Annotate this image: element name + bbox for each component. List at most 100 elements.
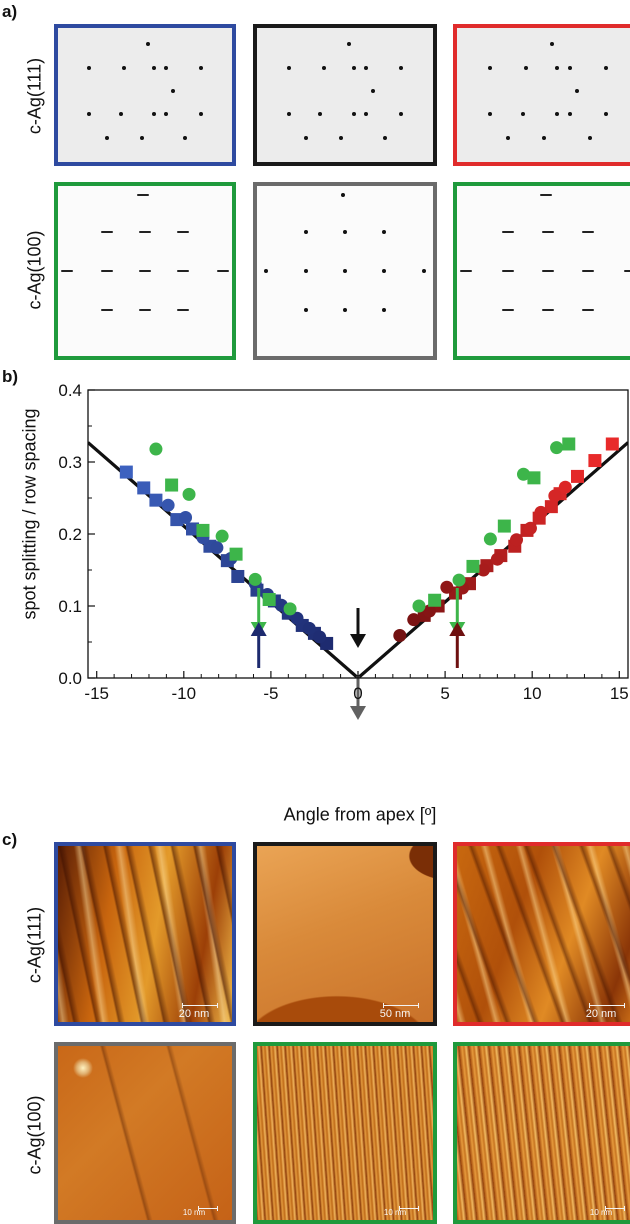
scale-bar [605,1206,625,1211]
stm-image-111-blue: 20 nm [54,842,236,1026]
diffraction-spot [139,135,144,140]
stm-image-100-gray: 10 nm [54,1042,236,1224]
data-point-circle-blue [210,541,224,555]
diffraction-spot [542,230,554,233]
panel-b-letter: b) [2,367,19,386]
diffraction-spot [104,135,109,140]
data-point-circle-green [248,572,262,586]
data-point-circle-red [490,552,504,566]
arrow-head-navy [250,622,267,636]
data-point-circle-blue [302,621,316,635]
data-point-circle-red [407,613,421,627]
data-point-circle-red [558,480,572,494]
diffraction-spot [549,42,554,47]
panel-c-row-label-111: c-Ag(111) [24,906,45,984]
diffraction-spot [582,309,595,312]
chart-svg: -15 -10 -5 0 5 10 15 0.0 0.1 0.2 0.3 0.4 [58,381,629,720]
stm-image-100-green-left: 10 nm [253,1042,437,1224]
diffraction-spot [87,111,92,116]
diffraction-spot [542,135,547,140]
data-point-square-blue [186,522,200,536]
data-point-circle-blue [313,630,327,644]
data-point-circle-blue [161,498,175,512]
diffraction-spot [304,135,309,140]
data-point-square-green [428,593,442,607]
diffraction-spot [520,111,525,116]
data-point-circle-green [149,442,163,456]
diffraction-spot [623,270,630,272]
diffraction-spot [555,111,560,116]
arrow-head-dark_red [449,622,466,636]
leed-pattern-100-gray [253,182,437,360]
arrow-head-gray [350,706,366,720]
diffraction-spot [139,270,151,272]
data-point-circle-red [393,629,407,643]
scale-label: 10 nm [383,1208,407,1217]
leed-pattern-111-blue [54,24,236,166]
diffraction-spot [364,111,369,116]
diffraction-spot [567,111,572,116]
diffraction-spot [151,66,156,71]
spot-splitting-chart: -15 -10 -5 0 5 10 15 0.0 0.1 0.2 0.3 0.4 [0,368,630,828]
diffraction-spot [505,135,510,140]
diffraction-spot [567,66,572,71]
diffraction-spot [381,269,386,273]
diffraction-spot [183,135,188,140]
scale-label: 20 nm [178,1008,210,1020]
diffraction-spot [604,111,609,116]
diffraction-spot [118,111,123,116]
x-tick-label: 15 [610,684,629,703]
data-point-square-green [262,593,276,607]
stm-image-surface [257,1046,433,1220]
data-point-circle-green [182,487,196,501]
diffraction-spot [177,270,190,272]
panel-a-row-label-100: c-Ag(100) [24,230,45,310]
x-tick-label: -5 [263,684,278,703]
scale-label: 10 nm [182,1208,206,1217]
stm-image-111-black: 50 nm [253,842,437,1026]
stm-image-surface [257,846,433,1022]
data-point-square-green [229,547,243,561]
diffraction-spot [582,230,595,233]
diffraction-spot [399,111,404,116]
y-tick-label: 0.2 [58,525,82,544]
diffraction-spot [286,66,291,71]
data-point-circle-green [452,573,466,587]
diffraction-spot [582,270,595,272]
diffraction-spot [343,269,347,273]
arrow-head-black [350,634,366,648]
diffraction-spot [304,229,309,234]
leed-pattern-100-green-left [54,182,236,360]
diffraction-spot [163,66,168,71]
chart-x-axis-label: Angle from apex [º] [283,804,437,825]
scale-bar [198,1206,218,1211]
diffraction-spot [139,309,151,312]
diffraction-spot [139,230,151,233]
scale-bar [589,1003,625,1008]
diffraction-spot [177,230,190,233]
chart-y-axis-label: spot splitting / row spacing [19,408,40,620]
scale-label: 20 nm [585,1008,617,1020]
x-tick-label: -10 [172,684,197,703]
scale-bar [383,1003,419,1008]
diffraction-spot [198,66,203,71]
scale-label: 50 nm [379,1008,411,1020]
data-point-circle-green [483,532,497,546]
data-point-circle-red [548,489,562,503]
stm-image-surface [58,846,232,1022]
data-point-circle-red [440,580,454,594]
data-point-circle-green [215,529,229,543]
stm-image-surface [457,1046,630,1220]
x-tick-label: 0 [353,684,362,703]
diffraction-spot [146,42,151,47]
diffraction-spot [151,111,156,116]
diffraction-spot [286,111,291,116]
data-point-square-blue [231,569,245,583]
leed-pattern-100-green-right [453,182,630,360]
data-point-circle-red [523,521,537,535]
data-point-square-blue [149,493,163,507]
data-point-square-red [605,437,619,451]
diffraction-spot [100,230,113,233]
panel-a-row-label-111: c-Ag(111) [24,57,45,135]
data-point-square-green [165,478,179,492]
